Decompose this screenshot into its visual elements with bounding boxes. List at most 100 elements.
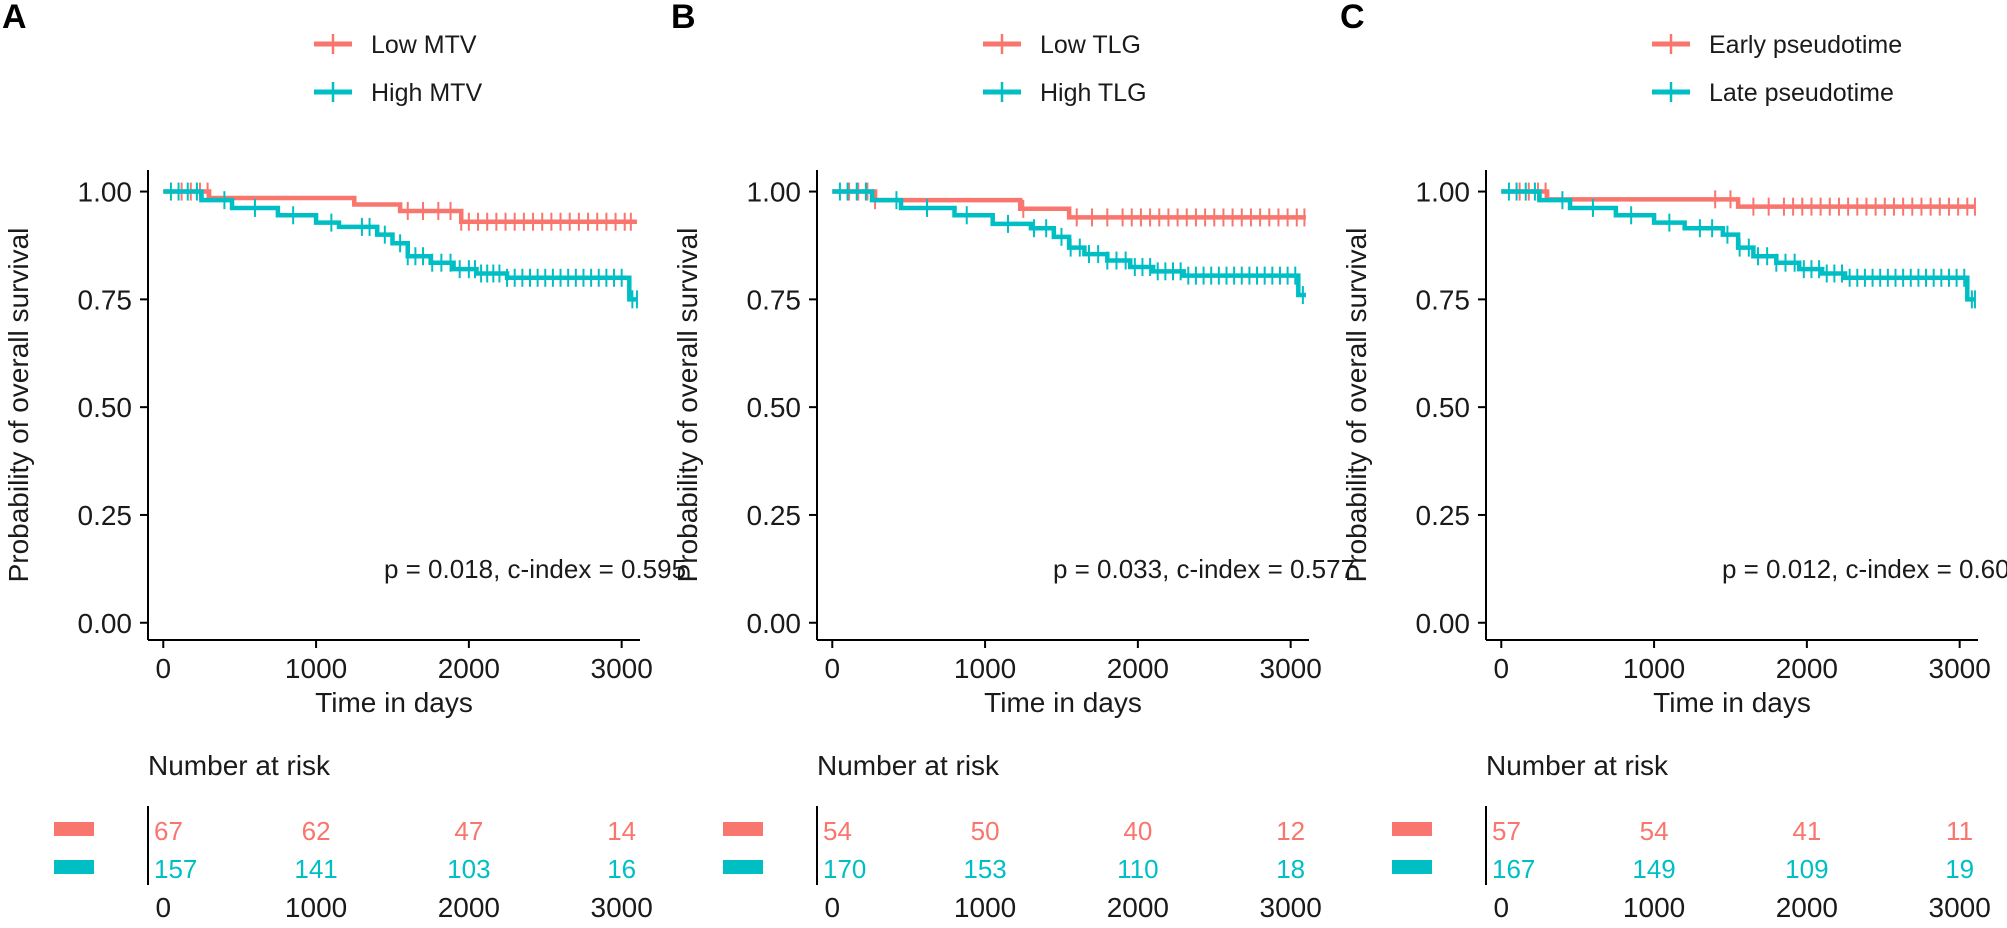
legend-item-high: Late pseudotime <box>1652 79 1894 107</box>
y-tick-label: 0.50 <box>78 392 133 423</box>
y-axis-title: Probability of overall survival <box>3 228 34 583</box>
risk-row-low-swatch <box>723 822 763 836</box>
panel-c: C Early pseudotime Late pseudotime 0.00 0.25… <box>1338 0 2007 928</box>
x-tick-label: 3000 <box>1929 653 1991 684</box>
legend-item-low: Low MTV <box>314 31 477 59</box>
legend-item-high: High TLG <box>983 79 1147 107</box>
y-axis-title: Probability of overall survival <box>672 228 703 583</box>
risk-row-low-swatch <box>54 822 94 836</box>
y-tick-label: 1.00 <box>78 177 133 208</box>
risk-x-tick-label: 3000 <box>1929 892 1991 923</box>
survival-curve-low <box>832 189 1306 220</box>
risk-x-tick-label: 0 <box>155 892 171 923</box>
panel-b: B Low TLG High TLG 0.00 0.25 0.50 0.75 1.00 0 100… <box>669 0 1355 928</box>
risk-table-title: Number at risk <box>817 750 1000 781</box>
risk-count-low: 47 <box>454 816 483 846</box>
risk-x-tick-label: 1000 <box>285 892 347 923</box>
risk-count-low: 41 <box>1792 816 1821 846</box>
risk-x-tick-label: 3000 <box>591 892 653 923</box>
km-chart-c: C Early pseudotime Late pseudotime 0.00 0.25… <box>1340 0 2007 923</box>
risk-table-title: Number at risk <box>148 750 331 781</box>
x-tick-label: 0 <box>824 653 840 684</box>
risk-count-high: 16 <box>607 854 636 884</box>
p-value-annotation: p = 0.018, c-index = 0.595 <box>384 554 686 584</box>
risk-count-high: 109 <box>1785 854 1828 884</box>
panel-label: C <box>1340 0 1365 36</box>
legend-label: High TLG <box>1040 79 1147 107</box>
legend-item-low: Low TLG <box>983 31 1141 59</box>
risk-count-low: 57 <box>1492 816 1521 846</box>
y-tick-label: 0.25 <box>78 500 133 531</box>
legend-label: Late pseudotime <box>1709 79 1894 107</box>
risk-count-high: 157 <box>154 854 197 884</box>
y-tick-label: 0.75 <box>747 284 802 315</box>
p-value-annotation: p = 0.033, c-index = 0.577 <box>1053 554 1355 584</box>
risk-count-high: 141 <box>294 854 337 884</box>
y-tick-label: 0.75 <box>78 284 133 315</box>
y-tick-label: 0.50 <box>1416 392 1471 423</box>
risk-count-low: 54 <box>823 816 852 846</box>
risk-count-high: 153 <box>963 854 1006 884</box>
legend-label: Low MTV <box>371 31 477 59</box>
legend-label: Early pseudotime <box>1709 31 1902 59</box>
y-axis-title: Probability of overall survival <box>1341 228 1372 583</box>
risk-count-high: 103 <box>447 854 490 884</box>
legend-label: High MTV <box>371 79 482 107</box>
risk-x-tick-label: 1000 <box>1623 892 1685 923</box>
risk-table-title: Number at risk <box>1486 750 1669 781</box>
x-tick-label: 3000 <box>591 653 653 684</box>
y-tick-label: 0.25 <box>1416 500 1471 531</box>
risk-count-low: 50 <box>971 816 1000 846</box>
y-tick-label: 0.50 <box>747 392 802 423</box>
risk-x-tick-label: 3000 <box>1260 892 1322 923</box>
risk-row-high-swatch <box>723 860 763 874</box>
km-chart-a: A Low MTV High MTV 0.00 0.25 0.50 0.75 1.00 0 100… <box>2 0 686 923</box>
panel-label: B <box>671 0 696 36</box>
risk-count-high: 149 <box>1632 854 1675 884</box>
risk-row-high-swatch <box>54 860 94 874</box>
panel-a: A Low MTV High MTV 0.00 0.25 0.50 0.75 1.00 0 100… <box>0 0 686 928</box>
y-tick-label: 0.00 <box>1416 608 1471 639</box>
risk-count-high: 167 <box>1492 854 1535 884</box>
x-axis-title: Time in days <box>315 687 473 718</box>
p-value-annotation: p = 0.012, c-index = 0.603 <box>1722 554 2007 584</box>
risk-count-high: 19 <box>1945 854 1974 884</box>
y-tick-label: 1.00 <box>747 177 802 208</box>
y-tick-label: 0.00 <box>747 608 802 639</box>
y-tick-label: 0.00 <box>78 608 133 639</box>
risk-count-low: 12 <box>1276 816 1305 846</box>
x-tick-label: 1000 <box>1623 653 1685 684</box>
risk-x-tick-label: 0 <box>824 892 840 923</box>
risk-count-low: 54 <box>1640 816 1669 846</box>
x-tick-label: 1000 <box>954 653 1016 684</box>
x-tick-label: 0 <box>155 653 171 684</box>
risk-row-high-swatch <box>1392 860 1432 874</box>
x-tick-label: 0 <box>1493 653 1509 684</box>
risk-count-high: 18 <box>1276 854 1305 884</box>
risk-row-low-swatch <box>1392 822 1432 836</box>
risk-count-low: 40 <box>1123 816 1152 846</box>
x-tick-label: 2000 <box>1776 653 1838 684</box>
risk-count-low: 67 <box>154 816 183 846</box>
legend-item-high: High MTV <box>314 79 482 107</box>
legend-item-low: Early pseudotime <box>1652 31 1902 59</box>
risk-count-low: 14 <box>607 816 636 846</box>
risk-x-tick-label: 2000 <box>438 892 500 923</box>
km-chart-b: B Low TLG High TLG 0.00 0.25 0.50 0.75 1.00 0 100… <box>671 0 1355 923</box>
x-tick-label: 2000 <box>1107 653 1169 684</box>
y-tick-label: 0.75 <box>1416 284 1471 315</box>
legend-label: Low TLG <box>1040 31 1141 59</box>
risk-count-high: 110 <box>1117 854 1158 884</box>
x-tick-label: 2000 <box>438 653 500 684</box>
risk-count-high: 170 <box>823 854 866 884</box>
risk-x-tick-label: 0 <box>1493 892 1509 923</box>
risk-count-low: 11 <box>1946 816 1973 846</box>
x-tick-label: 1000 <box>285 653 347 684</box>
y-tick-label: 0.25 <box>747 500 802 531</box>
risk-x-tick-label: 1000 <box>954 892 1016 923</box>
risk-x-tick-label: 2000 <box>1107 892 1169 923</box>
x-axis-title: Time in days <box>1653 687 1811 718</box>
x-tick-label: 3000 <box>1260 653 1322 684</box>
x-axis-title: Time in days <box>984 687 1142 718</box>
risk-x-tick-label: 2000 <box>1776 892 1838 923</box>
